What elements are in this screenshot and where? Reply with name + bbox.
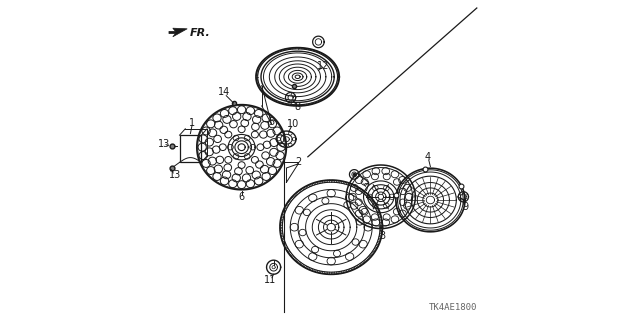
Text: FR.: FR. [189, 28, 210, 38]
Polygon shape [169, 28, 187, 37]
Text: 7: 7 [364, 183, 369, 193]
Text: 13: 13 [168, 170, 181, 180]
Text: TK4AE1800: TK4AE1800 [428, 303, 477, 312]
Text: 9: 9 [462, 202, 468, 212]
Text: 12: 12 [317, 60, 330, 71]
Text: 11: 11 [264, 275, 276, 285]
Text: 13: 13 [158, 139, 171, 149]
Text: 4: 4 [424, 152, 430, 162]
Text: 3: 3 [380, 231, 385, 241]
FancyBboxPatch shape [179, 135, 201, 163]
Text: 14: 14 [218, 87, 230, 98]
Text: 2: 2 [295, 156, 301, 167]
Text: 10: 10 [287, 119, 299, 129]
Text: 5: 5 [268, 116, 275, 127]
Text: 8: 8 [294, 101, 301, 112]
Text: 6: 6 [239, 192, 244, 202]
Text: 1: 1 [189, 118, 195, 128]
